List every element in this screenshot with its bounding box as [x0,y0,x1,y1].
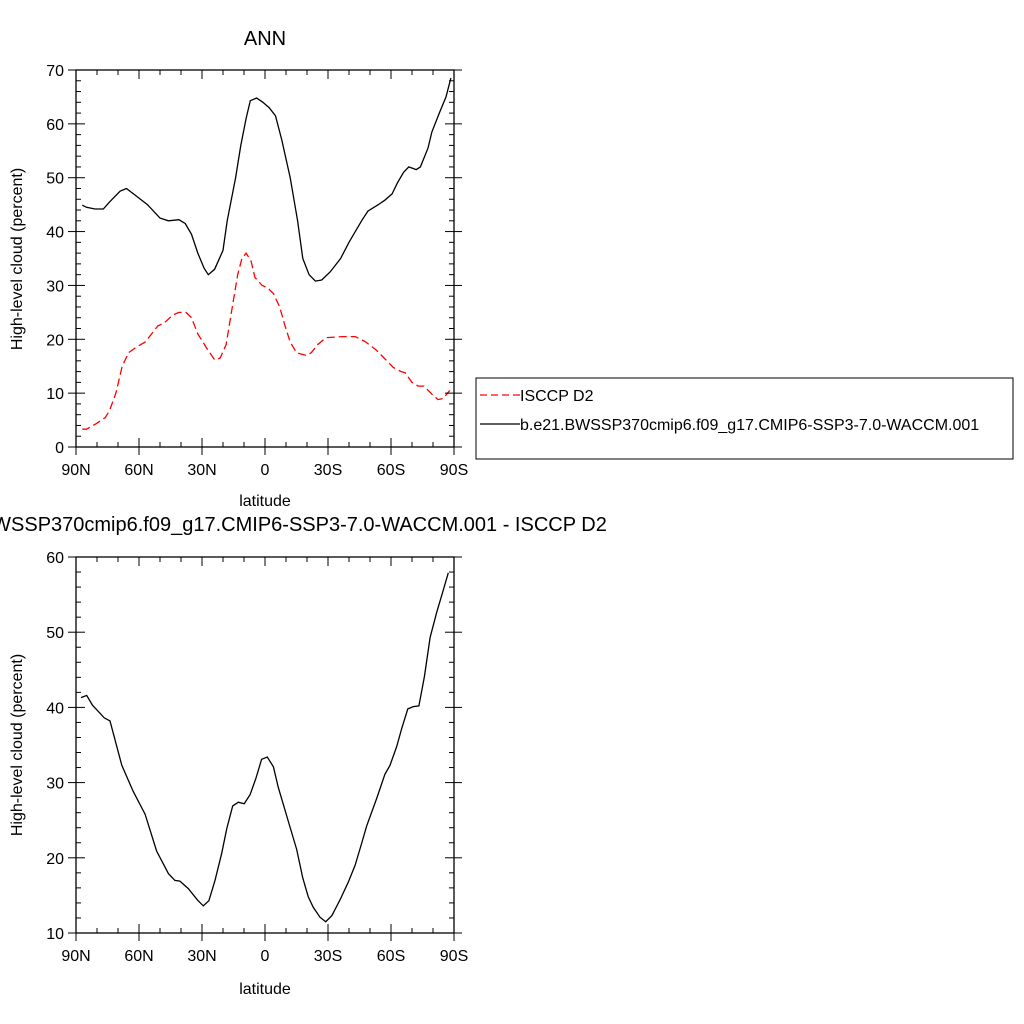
top-x-axis-label: latitude [239,493,291,510]
top-x-tick-label: 0 [261,462,270,479]
bottom-y-tick-label: 30 [46,776,64,793]
bottom-x-tick-label: 90S [440,948,468,965]
legend-box [475,377,1014,460]
top-y-tick-label: 30 [46,278,64,295]
bottom-panel-title: b.e21.BWSSP370cmip6.f09_g17.CMIP6-SSP3-7… [0,514,607,536]
top-x-tick-label: 60S [377,462,405,479]
top-series-line-0 [82,251,451,430]
top-y-tick-label: 10 [46,386,64,403]
top-y-axis-label: High-level cloud (percent) [9,168,26,350]
bottom-x-tick-label: 90N [61,948,90,965]
top-panel-title: ANN [244,28,286,50]
legend: ISCCP D2 b.e21.BWSSP370cmip6.f09_g17.CMI… [475,377,1014,460]
bottom-series-line-0 [80,572,449,923]
top-y-tick-label: 40 [46,225,64,242]
bottom-x-tick-label: 60N [124,948,153,965]
legend-label-model: b.e21.BWSSP370cmip6.f09_g17.CMIP6-SSP3-7… [520,417,979,434]
top-x-tick-label: 30N [187,462,216,479]
bottom-x-tick-label: 30S [314,948,342,965]
bottom-y-tick-label: 50 [46,625,64,642]
bottom-x-tick-label: 30N [187,948,216,965]
top-y-tick-label: 50 [46,171,64,188]
bottom-y-tick-label: 60 [46,550,64,567]
top-x-tick-label: 30S [314,462,342,479]
bottom-y-axis-label: High-level cloud (percent) [9,654,26,836]
bottom-x-tick-label: 60S [377,948,405,965]
top-y-tick-label: 20 [46,332,64,349]
top-plot-frame [75,69,455,448]
bottom-panel: b.e21.BWSSP370cmip6.f09_g17.CMIP6-SSP3-7… [0,514,607,998]
bottom-y-tick-label: 10 [46,926,64,943]
top-y-tick-label: 70 [46,63,64,80]
top-panel: ANN latitude High-level cloud (percent) … [9,28,468,510]
top-x-tick-label: 60N [124,462,153,479]
top-y-tick-label: 60 [46,117,64,134]
bottom-x-axis-label: latitude [239,981,291,998]
bottom-x-tick-label: 0 [261,948,270,965]
bottom-y-tick-label: 40 [46,700,64,717]
top-series-line-1 [82,77,452,282]
top-y-tick-label: 0 [55,440,64,457]
top-x-tick-label: 90N [61,462,90,479]
legend-label-isccp: ISCCP D2 [520,388,594,405]
top-x-tick-label: 90S [440,462,468,479]
bottom-y-tick-label: 20 [46,851,64,868]
